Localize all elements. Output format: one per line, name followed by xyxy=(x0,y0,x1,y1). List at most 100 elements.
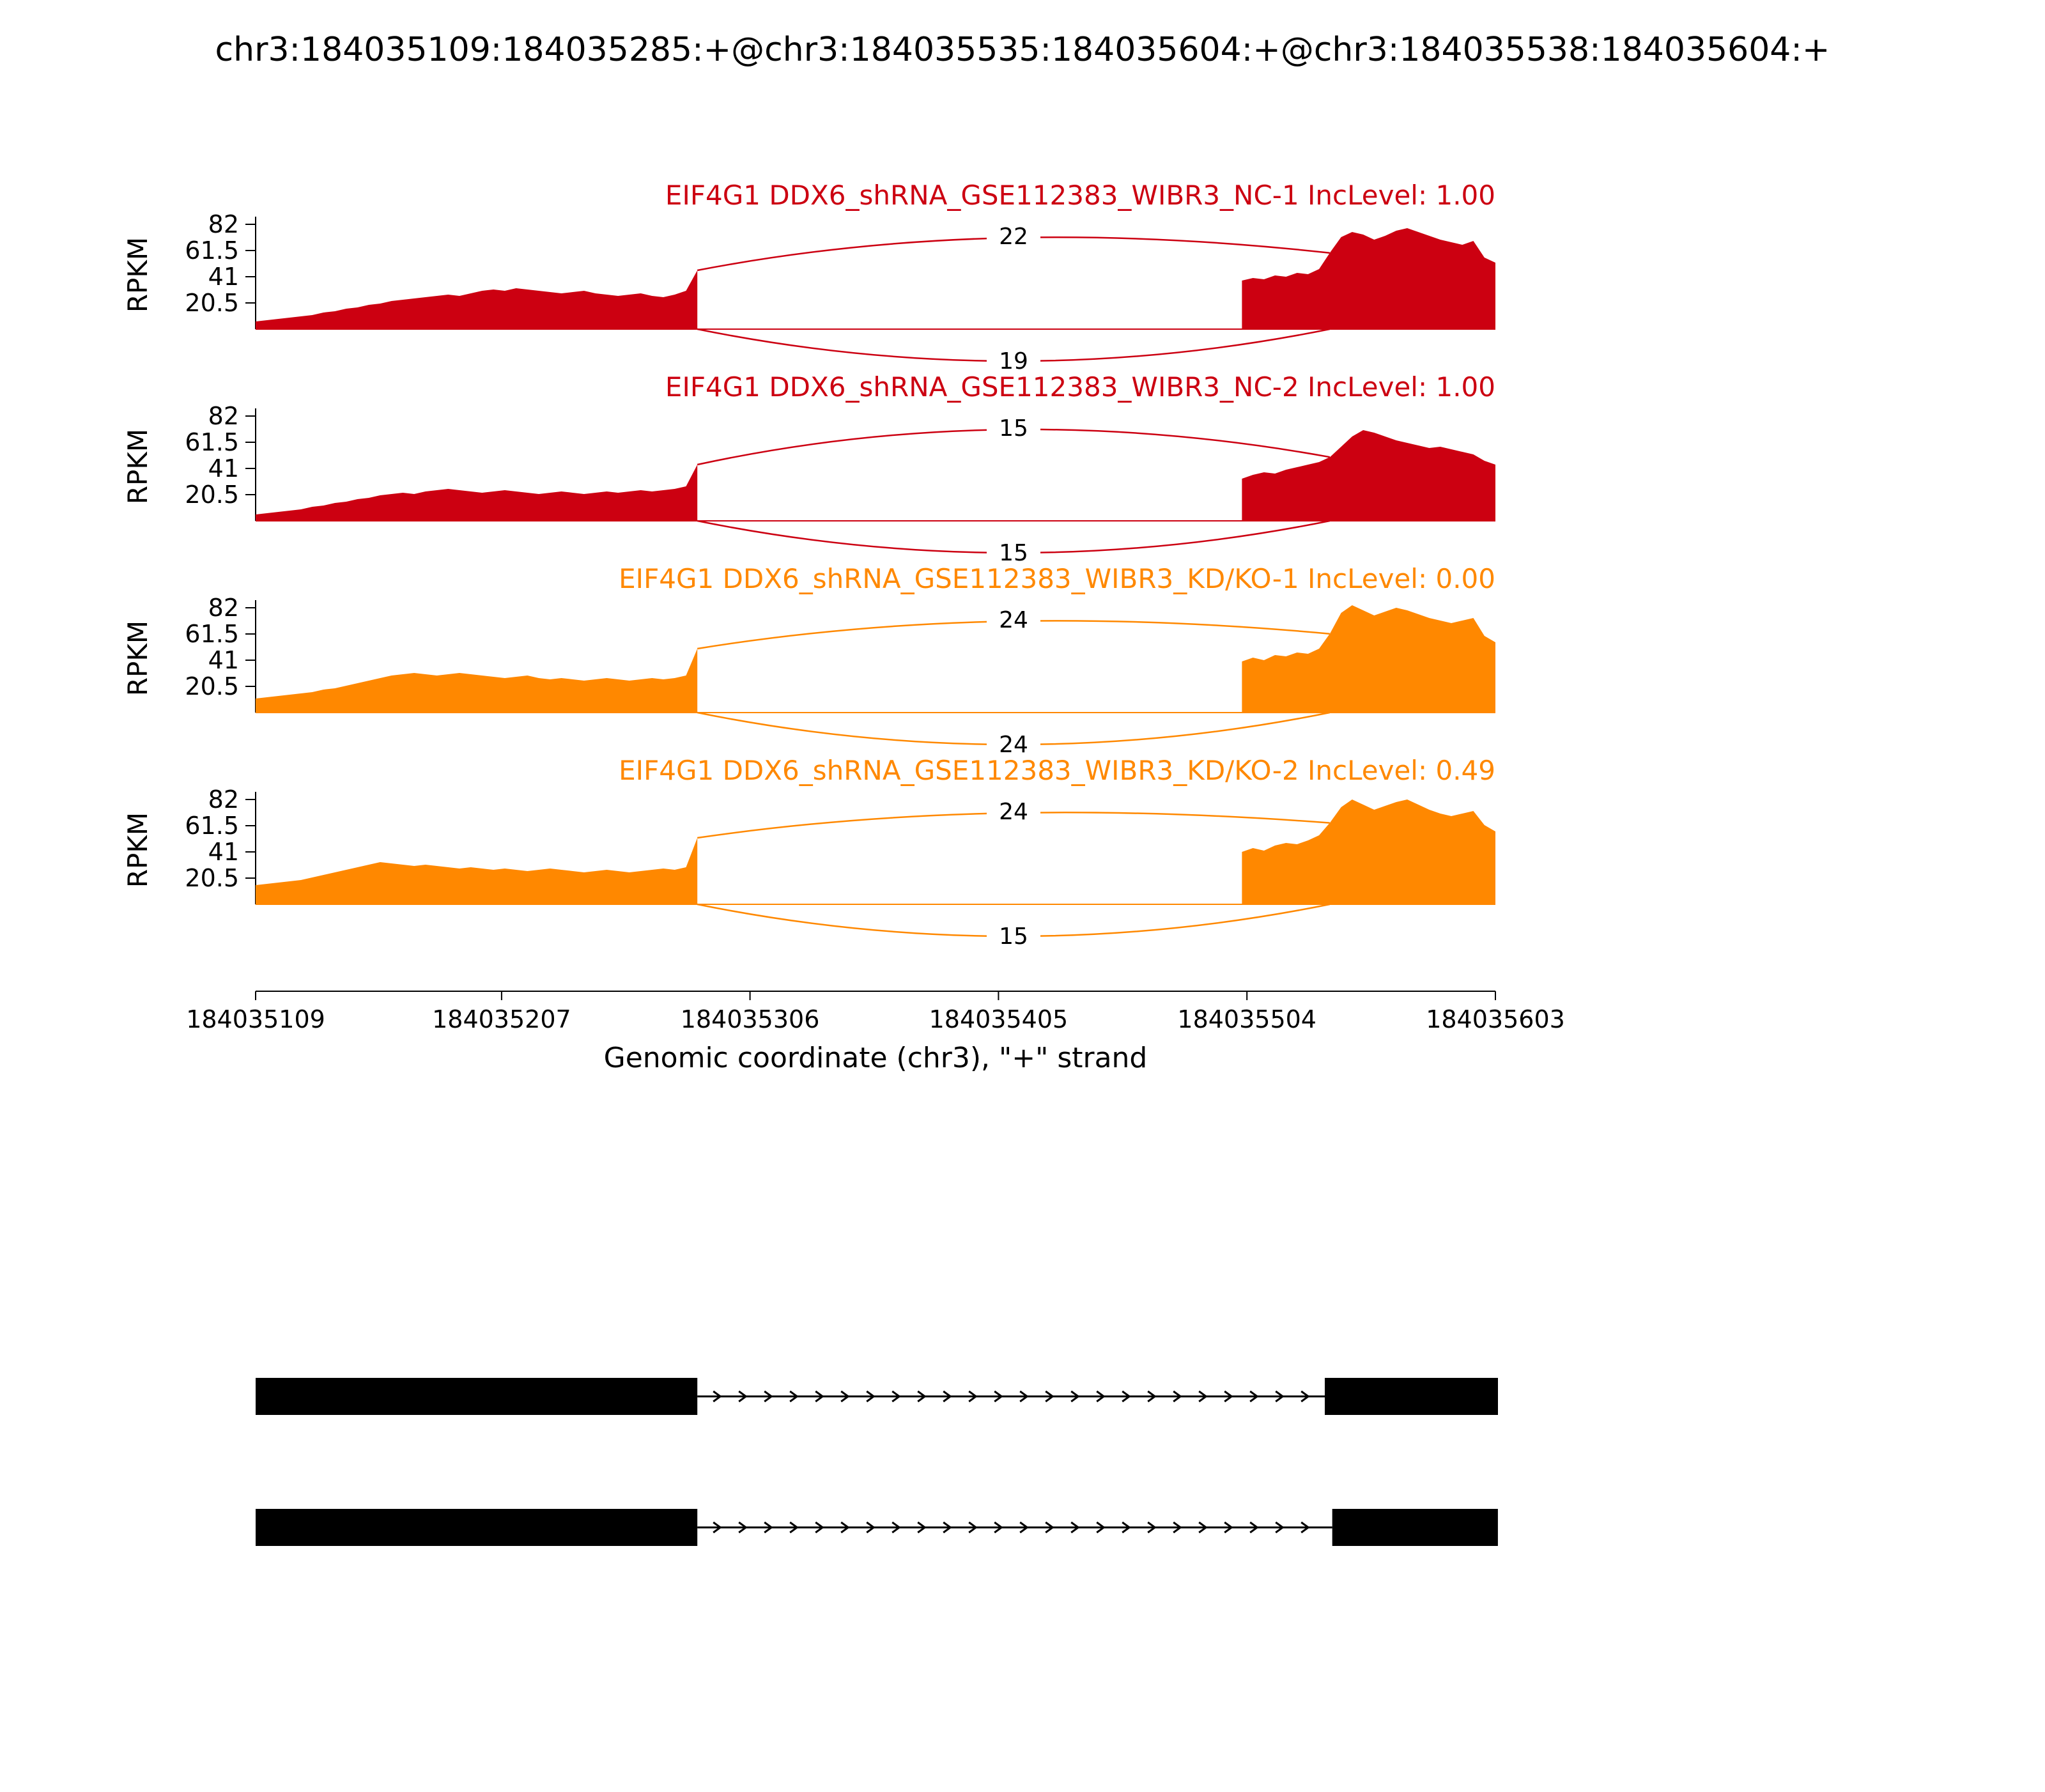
strand-arrow xyxy=(1045,1521,1054,1534)
strand-arrow xyxy=(1198,1521,1208,1534)
junction-count-bg xyxy=(986,539,1040,567)
strand-arrow xyxy=(943,1390,952,1403)
junction-count-top: 15 xyxy=(999,415,1028,442)
strand-arrow xyxy=(891,1521,901,1534)
x-tick-label: 184035207 xyxy=(432,1005,571,1033)
strand-arrow xyxy=(1300,1390,1310,1403)
strand-arrow xyxy=(1147,1521,1157,1534)
strand-arrow xyxy=(968,1521,978,1534)
y-tick-label: 41 xyxy=(208,454,239,483)
coverage-area xyxy=(256,838,698,904)
strand-arrow xyxy=(764,1390,773,1403)
strand-arrow xyxy=(1096,1521,1106,1534)
coverage-area xyxy=(1242,605,1495,713)
y-axis-label: RPKM xyxy=(122,812,153,888)
strand-arrow xyxy=(1224,1521,1233,1534)
junction-count-bg xyxy=(986,796,1040,824)
y-tick-label: 61.5 xyxy=(185,236,239,265)
strand-arrow xyxy=(840,1390,850,1403)
strand-arrow xyxy=(1122,1521,1131,1534)
y-tick-label: 61.5 xyxy=(185,620,239,648)
y-axis-label: RPKM xyxy=(122,429,153,504)
strand-arrow xyxy=(1173,1521,1182,1534)
junction-count-top: 22 xyxy=(999,224,1028,250)
strand-arrow xyxy=(815,1390,824,1403)
junction-count-bg xyxy=(986,605,1040,633)
y-axis-label: RPKM xyxy=(122,237,153,313)
strand-arrow xyxy=(994,1390,1003,1403)
strand-arrow xyxy=(1275,1521,1285,1534)
strand-arrow xyxy=(1224,1390,1233,1403)
y-tick-label: 61.5 xyxy=(185,812,239,840)
y-tick-label: 20.5 xyxy=(185,481,239,509)
strand-arrow xyxy=(1275,1390,1285,1403)
coverage-area xyxy=(256,465,698,521)
y-tick-label: 82 xyxy=(208,210,239,238)
strand-arrow xyxy=(1045,1390,1054,1403)
junction-count-bg xyxy=(986,221,1040,249)
junction-count-bg xyxy=(986,347,1040,375)
coverage-area xyxy=(256,270,698,329)
y-tick-label: 82 xyxy=(208,594,239,622)
track-title: EIF4G1 DDX6_shRNA_GSE112383_WIBR3_NC-2 I… xyxy=(665,371,1495,403)
junction-count-bottom: 15 xyxy=(999,923,1028,950)
strand-arrow xyxy=(1147,1390,1157,1403)
x-tick-label: 184035603 xyxy=(1426,1005,1565,1033)
y-axis-label: RPKM xyxy=(122,621,153,696)
strand-arrow xyxy=(891,1390,901,1403)
x-tick-label: 184035405 xyxy=(929,1005,1069,1033)
strand-arrow xyxy=(1070,1390,1080,1403)
strand-arrow xyxy=(968,1390,978,1403)
strand-arrow xyxy=(1249,1521,1259,1534)
y-tick-label: 20.5 xyxy=(185,289,239,317)
junction-count-bottom: 15 xyxy=(999,540,1028,566)
junction-count-bg xyxy=(986,413,1040,441)
isoform-exon xyxy=(1325,1378,1498,1415)
y-tick-label: 41 xyxy=(208,263,239,291)
coverage-area xyxy=(1242,228,1495,329)
coverage-area xyxy=(1242,799,1495,904)
y-tick-label: 41 xyxy=(208,646,239,674)
strand-arrow xyxy=(1249,1390,1259,1403)
coverage-area xyxy=(1242,430,1495,521)
strand-arrow xyxy=(1173,1390,1182,1403)
strand-arrow xyxy=(815,1521,824,1534)
isoform-exon xyxy=(256,1378,698,1415)
junction-count-bg xyxy=(986,730,1040,759)
y-tick-label: 82 xyxy=(208,785,239,814)
x-tick-label: 184035109 xyxy=(186,1005,325,1033)
isoform-exon xyxy=(256,1509,698,1546)
strand-arrow xyxy=(713,1521,722,1534)
strand-arrow xyxy=(738,1390,748,1403)
strand-arrow xyxy=(917,1390,927,1403)
strand-arrow xyxy=(789,1390,799,1403)
x-axis-label: Genomic coordinate (chr3), "+" strand xyxy=(604,1042,1148,1074)
strand-arrow xyxy=(1070,1521,1080,1534)
strand-arrow xyxy=(917,1521,927,1534)
junction-count-top: 24 xyxy=(999,607,1028,633)
y-tick-label: 20.5 xyxy=(185,864,239,892)
strand-arrow xyxy=(866,1521,876,1534)
strand-arrow xyxy=(1019,1521,1029,1534)
y-tick-label: 20.5 xyxy=(185,672,239,700)
strand-arrow xyxy=(738,1521,748,1534)
strand-arrow xyxy=(1096,1390,1106,1403)
strand-arrow xyxy=(1198,1390,1208,1403)
strand-arrow xyxy=(866,1390,876,1403)
y-tick-label: 82 xyxy=(208,402,239,430)
strand-arrow xyxy=(1300,1521,1310,1534)
strand-arrow xyxy=(789,1521,799,1534)
y-tick-label: 61.5 xyxy=(185,428,239,456)
track-title: EIF4G1 DDX6_shRNA_GSE112383_WIBR3_NC-1 I… xyxy=(665,180,1495,211)
junction-count-bottom: 24 xyxy=(999,732,1028,758)
strand-arrow xyxy=(840,1521,850,1534)
figure-title: chr3:184035109:184035285:+@chr3:18403553… xyxy=(215,31,1830,69)
junction-count-top: 24 xyxy=(999,799,1028,825)
track-title: EIF4G1 DDX6_shRNA_GSE112383_WIBR3_KD/KO-… xyxy=(619,755,1495,786)
y-tick-label: 41 xyxy=(208,838,239,866)
strand-arrow xyxy=(1122,1390,1131,1403)
isoform-exon xyxy=(1332,1509,1498,1546)
strand-arrow xyxy=(994,1521,1003,1534)
